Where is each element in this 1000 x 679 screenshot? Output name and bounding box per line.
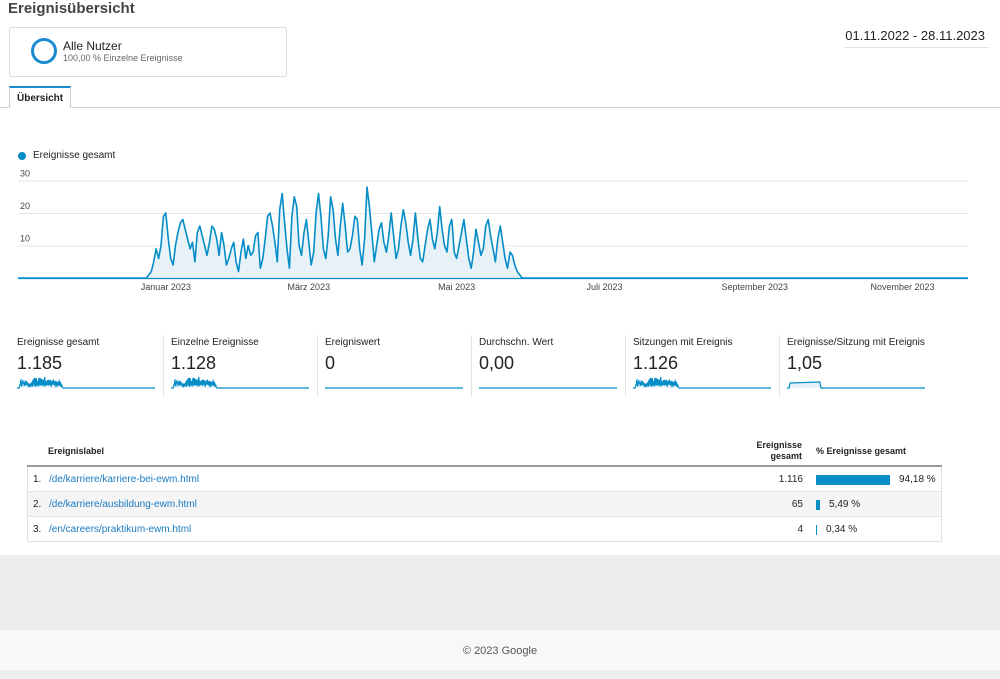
row-index: 2. (33, 499, 42, 510)
row-pct: 5,49 % (829, 499, 861, 510)
segment-subtitle: 100,00 % Einzelne Ereignisse (63, 53, 183, 63)
row-events: 1.116 (778, 474, 803, 485)
table-header-label[interactable]: Ereignislabel (48, 446, 105, 456)
metric-label: Sitzungen mit Ereignis (633, 337, 733, 348)
metric-divider (317, 335, 318, 397)
date-range-picker[interactable]: 01.11.2022 - 28.11.2023 (844, 28, 989, 48)
metric-value: 1.185 (17, 353, 63, 373)
metric-sparkline (479, 387, 617, 389)
y-tick-label: 30 (20, 169, 30, 179)
x-tick-label: Mai 2023 (438, 282, 475, 292)
metric-sparkline (633, 376, 771, 389)
x-tick-label: September 2023 (721, 282, 788, 292)
row-events: 4 (797, 524, 803, 535)
footer: © 2023 Google (0, 630, 1000, 670)
legend-dot-icon (18, 151, 26, 160)
y-tick-label: 10 (20, 234, 30, 244)
table-header-events[interactable]: Ereignisse gesamt (756, 440, 802, 461)
metric-sparkline (787, 381, 925, 389)
row-label-link[interactable]: /de/karriere/karriere-bei-ewm.html (49, 474, 200, 485)
metric-tile[interactable]: Durchschn. Wert 0,00 (479, 335, 629, 397)
metric-label: Ereigniswert (325, 337, 381, 348)
metric-label: Durchschn. Wert (479, 337, 554, 348)
row-pct: 94,18 % (899, 474, 936, 485)
y-tick-label: 20 (20, 201, 30, 211)
metric-divider (625, 335, 626, 397)
events-chart[interactable]: 10 20 30 Januar 2023 März 2023 Mai 2023 Juli 2… (0, 160, 1000, 300)
table-row: 1. /de/karriere/karriere-bei-ewm.html 1.… (27, 467, 942, 492)
metric-value: 1,05 (787, 353, 823, 373)
table-row: 2. /de/karriere/ausbildung-ewm.html 65 5… (27, 492, 942, 517)
table-top-rule (27, 465, 942, 467)
row-label-link[interactable]: /de/karriere/ausbildung-ewm.html (49, 499, 197, 510)
row-label-link[interactable]: /en/careers/praktikum-ewm.html (49, 524, 192, 535)
row-pct: 0,34 % (826, 524, 858, 535)
metric-tile[interactable]: Einzelne Ereignisse 1.128 (171, 335, 321, 397)
metric-label: Einzelne Ereignisse (171, 337, 259, 348)
metric-value: 1.126 (633, 353, 679, 373)
row-share-bar (816, 500, 820, 510)
segment-card[interactable]: Alle Nutzer 100,00 % Einzelne Ereignisse (9, 27, 287, 77)
metric-tile[interactable]: Sitzungen mit Ereignis 1.126 (633, 335, 783, 397)
table-header-pct[interactable]: % Ereignisse gesamt (816, 446, 907, 456)
tab-overview[interactable]: Übersicht (9, 86, 72, 108)
footer-strip (0, 670, 1000, 679)
x-tick-label: November 2023 (871, 282, 935, 292)
metric-tile[interactable]: Ereigniswert 0 (325, 335, 475, 397)
page-gray-area (0, 555, 1000, 630)
series-line[interactable] (18, 186, 968, 279)
legend-label: Ereignisse gesamt (33, 150, 116, 161)
metric-value: 0,00 (479, 353, 515, 373)
row-index: 1. (33, 474, 42, 485)
metric-sparkline (325, 387, 463, 389)
metric-value: 1.128 (171, 353, 217, 373)
metric-divider (779, 335, 780, 397)
series-area (18, 187, 968, 278)
metric-divider (163, 335, 164, 397)
segment-ring-icon (31, 38, 57, 64)
row-share-bar (816, 475, 890, 485)
x-tick-label: Januar 2023 (141, 282, 191, 292)
table-row: 3. /en/careers/praktikum-ewm.html 4 0,34… (27, 517, 942, 542)
tab-bar-rule (0, 107, 1000, 108)
row-index: 3. (33, 524, 42, 535)
metric-value: 0 (325, 353, 336, 373)
metric-tile[interactable]: Ereignisse gesamt 1.185 (17, 335, 167, 397)
metric-label: Ereignisse gesamt (17, 337, 100, 348)
row-events: 65 (791, 499, 803, 510)
row-share-bar (816, 525, 817, 535)
metric-divider (471, 335, 472, 397)
metric-sparkline (17, 376, 155, 389)
footer-copyright: © 2023 Google (462, 645, 538, 657)
x-tick-label: Juli 2023 (586, 282, 622, 292)
page-title: Ereignisübersicht (8, 0, 135, 17)
chart-legend: Ereignisse gesamt (18, 150, 115, 161)
metric-sparkline (171, 376, 309, 389)
x-tick-label: März 2023 (288, 282, 331, 292)
metric-tile[interactable]: Ereignisse/Sitzung mit Ereignis 1,05 (787, 335, 937, 397)
segment-name: Alle Nutzer (63, 39, 122, 53)
metric-label: Ereignisse/Sitzung mit Ereignis (787, 337, 925, 348)
